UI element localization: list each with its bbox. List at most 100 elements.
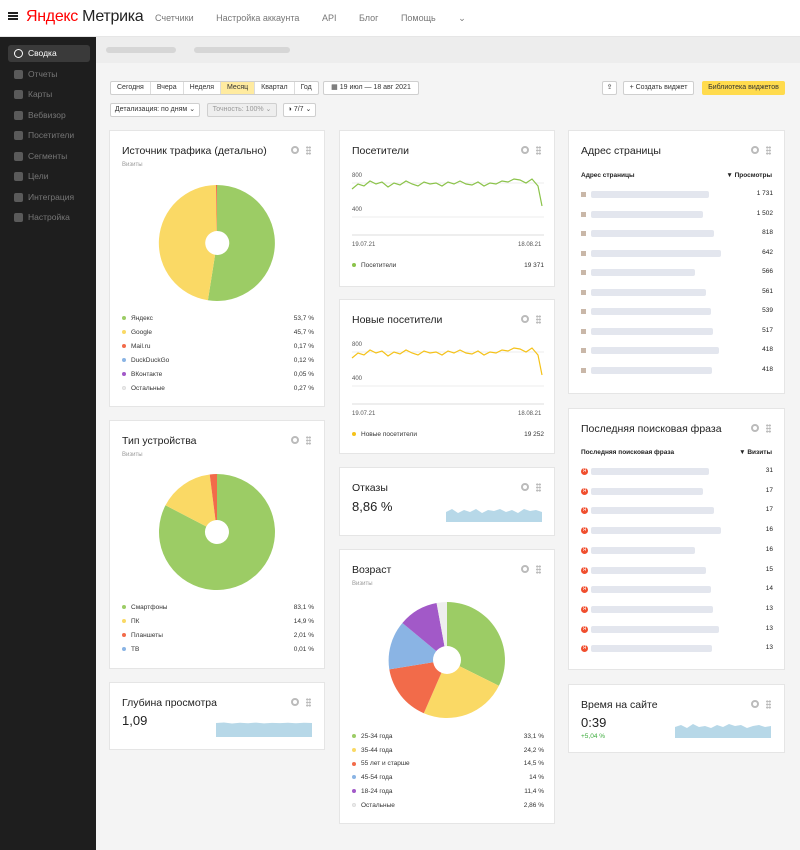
gear-icon[interactable]	[291, 698, 299, 706]
period-2[interactable]: Неделя	[184, 82, 222, 94]
date-range-button[interactable]: ▦ 19 июл — 18 авг 2021	[323, 81, 419, 95]
detail-dropdown[interactable]: Детализация: по дням ⌄	[110, 103, 200, 117]
legend-item: 45-54 года 14 %	[352, 774, 544, 781]
table-row[interactable]: Я 16	[581, 546, 773, 555]
table-row[interactable]: 561	[581, 288, 773, 297]
period-5[interactable]: Год	[300, 84, 312, 91]
accuracy-dropdown[interactable]: Точность: 100% ⌄	[207, 103, 277, 117]
table-row[interactable]: Я 17	[581, 487, 773, 496]
table-row[interactable]: Я 31	[581, 467, 773, 476]
table-row[interactable]: 566	[581, 268, 773, 277]
table-row[interactable]: Я 14	[581, 585, 773, 594]
drag-handle-icon[interactable]	[536, 315, 541, 324]
bounce-widget: Отказы 8,86 %	[339, 467, 555, 536]
sidebar-item-4[interactable]: Посетители	[8, 127, 90, 144]
legend-label: 45-54 года	[361, 774, 393, 782]
table-row[interactable]: Я 13	[581, 605, 773, 614]
sidebar-item-0[interactable]: Сводка	[8, 45, 90, 62]
table-row[interactable]: Я 13	[581, 644, 773, 653]
sidebar-item-3[interactable]: Вебвизор	[8, 107, 90, 124]
table-row[interactable]: 539	[581, 307, 773, 316]
table-row[interactable]: Я 17	[581, 506, 773, 515]
slice-smartphones	[158, 474, 275, 590]
device-donut-chart	[158, 474, 275, 590]
column-header-views[interactable]: ▼ Просмотры	[726, 172, 772, 179]
drag-handle-icon[interactable]	[306, 698, 311, 707]
drag-handle-icon[interactable]	[536, 146, 541, 155]
table-row[interactable]: 517	[581, 327, 773, 336]
gear-icon[interactable]	[751, 424, 759, 432]
sidebar-item-7[interactable]: Интеграция	[8, 189, 90, 206]
table-row[interactable]: Я 16	[581, 526, 773, 535]
drag-handle-icon[interactable]	[766, 700, 771, 709]
sidebar-item-label: Интеграция	[28, 191, 75, 202]
counter-breadcrumb	[96, 37, 800, 63]
page-icon	[581, 211, 586, 217]
users-icon	[14, 131, 23, 140]
time-on-site-widget: Время на сайте 0:39 +5,04 %	[568, 684, 785, 753]
period-1[interactable]: Вчера	[151, 82, 184, 94]
gear-icon[interactable]	[751, 700, 759, 708]
menu-icon[interactable]	[8, 12, 18, 20]
column-header-visits[interactable]: ▼ Визиты	[739, 449, 772, 456]
filter-icon	[14, 151, 23, 161]
legend-item: Яндекс 53,7 %	[122, 315, 314, 322]
drag-handle-icon[interactable]	[536, 565, 541, 574]
blurred-text	[591, 327, 713, 335]
period-3[interactable]: Месяц	[221, 82, 256, 94]
drag-handle-icon[interactable]	[766, 146, 771, 155]
gear-icon[interactable]	[521, 146, 529, 154]
gear-icon[interactable]	[291, 146, 299, 154]
nav-account-settings[interactable]: Настройка аккаунта	[216, 13, 300, 23]
widget-subtitle: Визиты	[122, 452, 143, 458]
sidebar-item-1[interactable]: Отчеты	[8, 66, 90, 83]
drag-handle-icon[interactable]	[536, 483, 541, 492]
legend-value: 24,2 %	[523, 746, 544, 754]
period-4[interactable]: Квартал	[255, 82, 295, 94]
table-row[interactable]: Я 13	[581, 625, 773, 634]
blurred-text	[591, 586, 711, 594]
legend-dot	[122, 385, 126, 390]
gear-icon[interactable]	[751, 146, 759, 154]
row-value: 418	[762, 346, 773, 353]
legend-dot	[352, 802, 356, 807]
logo[interactable]: Яндекс Метрика	[26, 8, 144, 26]
table-row[interactable]: 1 731	[581, 190, 773, 199]
drag-handle-icon[interactable]	[766, 424, 771, 433]
legend-label: ВКонтакте	[131, 370, 163, 378]
sidebar-item-5[interactable]: Сегменты	[8, 148, 90, 165]
table-row[interactable]: 642	[581, 249, 773, 258]
slice-others	[216, 184, 217, 231]
export-button[interactable]: ⇪	[602, 81, 617, 95]
table-row[interactable]: 418	[581, 346, 773, 355]
create-widget-button[interactable]: + Создать виджет	[623, 81, 694, 95]
legend-label: Новые посетители	[361, 431, 417, 438]
nav-api[interactable]: API	[321, 13, 337, 23]
nav-counters[interactable]: Счетчики	[155, 13, 194, 23]
segments-button[interactable]: ◑ 7/7 ⌄	[283, 103, 316, 117]
nav-help[interactable]: Помощь ⌄	[401, 13, 486, 23]
nav-blog[interactable]: Блог	[358, 13, 379, 23]
legend-value: 14,5 %	[523, 760, 544, 768]
y-tick-mid: 400	[352, 207, 363, 213]
period-0[interactable]: Сегодня	[111, 82, 151, 94]
sidebar-item-2[interactable]: Карты	[8, 86, 90, 103]
page-icon	[581, 270, 586, 275]
widget-library-button[interactable]: Библиотека виджетов	[702, 81, 785, 95]
plus-icon: +	[629, 84, 636, 91]
drag-handle-icon[interactable]	[306, 146, 311, 155]
legend-dot	[122, 330, 126, 335]
gear-icon[interactable]	[521, 315, 529, 323]
sidebar: Сводка Отчеты Карты Вебвизор Посетители Сегме…	[0, 37, 96, 850]
table-row[interactable]: Я 15	[581, 566, 773, 575]
gear-icon[interactable]	[291, 436, 299, 444]
gear-icon[interactable]	[521, 483, 529, 491]
sidebar-item-8[interactable]: Настройка	[8, 209, 90, 226]
gear-icon[interactable]	[521, 565, 529, 573]
sidebar-item-6[interactable]: Цели	[8, 168, 90, 185]
table-row[interactable]: 418	[581, 366, 773, 375]
table-row[interactable]: 818	[581, 229, 773, 238]
table-row[interactable]: 1 502	[581, 210, 773, 219]
yandex-icon: Я	[581, 487, 588, 495]
drag-handle-icon[interactable]	[306, 436, 311, 445]
